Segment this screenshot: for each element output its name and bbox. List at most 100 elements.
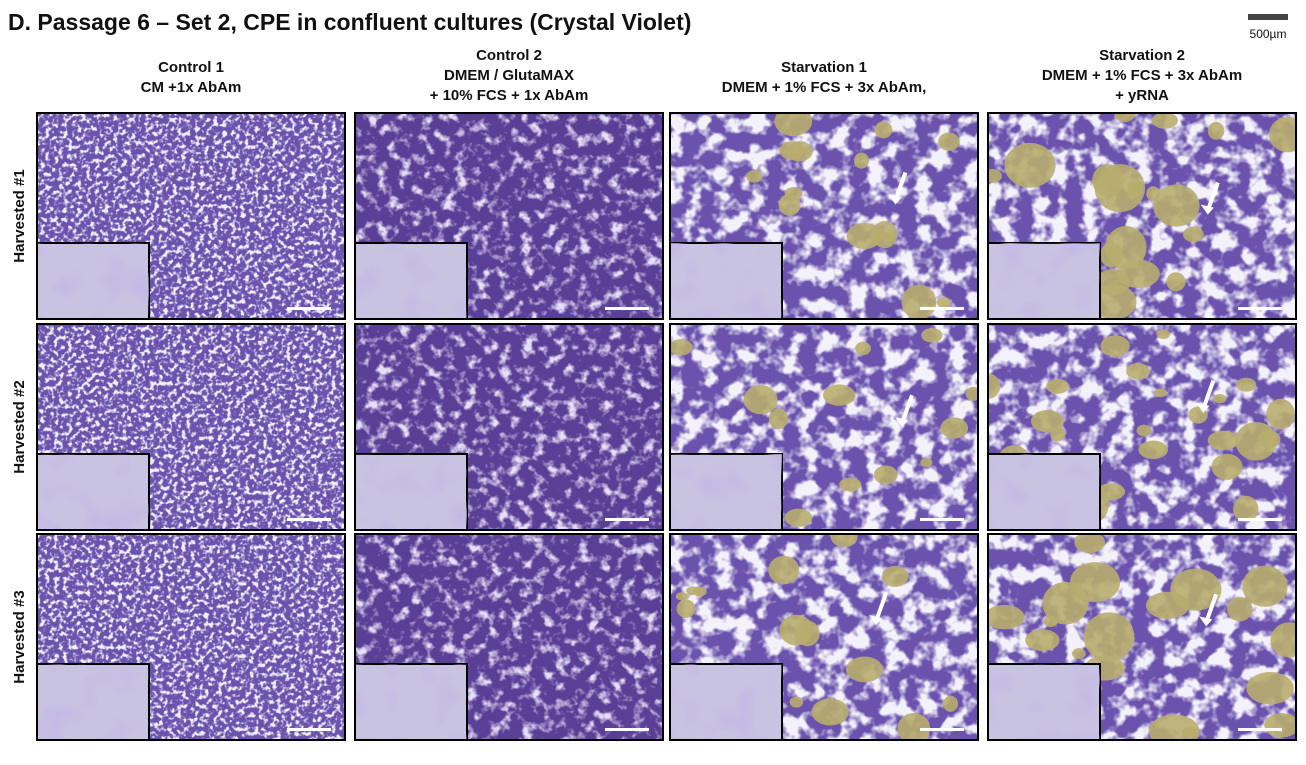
- plaque: [1264, 713, 1296, 738]
- plaque: [1114, 113, 1136, 123]
- micrograph: [354, 112, 664, 320]
- arrow-head: [869, 615, 883, 626]
- micrograph: [987, 323, 1297, 531]
- plaque: [1207, 430, 1240, 450]
- micrograph-content: [988, 113, 1296, 319]
- plaque: [693, 586, 707, 597]
- plaque: [921, 328, 943, 343]
- inset-texture: [988, 243, 1100, 319]
- arrow: [1205, 181, 1220, 212]
- panel-border: [987, 112, 1297, 320]
- scale-bar: [287, 518, 331, 521]
- micrograph: [669, 533, 979, 741]
- plaque: [1227, 596, 1253, 622]
- plaque: [874, 121, 893, 139]
- column-header: DMEM + 1% FCS + 3x AbAm: [1042, 67, 1242, 84]
- inset-texture: [37, 243, 149, 319]
- plaque: [839, 477, 862, 492]
- plaque: [1153, 184, 1200, 227]
- micrograph-content: [670, 113, 978, 319]
- plaque: [1266, 398, 1295, 430]
- arrow: [1201, 380, 1216, 410]
- column-header: DMEM + 1% FCS + 3x AbAm,: [722, 79, 927, 96]
- plaque: [1236, 377, 1257, 392]
- plaque: [1166, 272, 1186, 292]
- plaque: [786, 141, 813, 162]
- plaque: [901, 284, 937, 319]
- plaque: [1246, 671, 1294, 705]
- plaque: [1156, 329, 1171, 340]
- plaque: [1181, 727, 1198, 739]
- scale-bar: [920, 728, 964, 731]
- plaque: [778, 193, 801, 216]
- plaque: [774, 113, 813, 137]
- micrograph: [669, 112, 979, 320]
- panel-border: [354, 323, 664, 531]
- plaque: [823, 384, 856, 406]
- panel-border: [354, 533, 664, 741]
- inset-texture: [670, 664, 782, 740]
- plaque: [1105, 226, 1147, 269]
- plaque: [920, 457, 933, 467]
- panel-border: [987, 323, 1297, 531]
- arrow: [893, 171, 908, 202]
- plaque: [1083, 612, 1135, 662]
- plaque: [1211, 453, 1243, 480]
- plaque: [1100, 335, 1130, 357]
- plaque: [1242, 565, 1288, 607]
- plaque: [943, 695, 959, 712]
- plaque: [846, 656, 884, 683]
- scale-bar: [605, 728, 649, 731]
- inset-texture: [355, 664, 467, 740]
- micrograph-content: [37, 324, 345, 530]
- arrow-head: [888, 194, 902, 205]
- micrograph-content: [988, 534, 1296, 740]
- scale-bar: [1238, 728, 1282, 731]
- column-header: + 10% FCS + 1x AbAm: [430, 87, 589, 104]
- inset-texture: [37, 454, 149, 530]
- inset-texture: [355, 454, 467, 530]
- plaque: [1138, 440, 1169, 460]
- panel-border: [36, 323, 346, 531]
- plaque: [1072, 648, 1086, 660]
- inset-texture: [355, 243, 467, 319]
- panel-border: [36, 533, 346, 741]
- column-header: DMEM / GlutaMAX: [444, 67, 574, 84]
- row-label: Harvested #1: [11, 169, 28, 262]
- plaque: [1207, 121, 1225, 140]
- scale-bar: [605, 518, 649, 521]
- plaque: [1257, 430, 1281, 448]
- micrograph-content: [988, 324, 1296, 530]
- scale-bar: [1248, 14, 1288, 20]
- micrograph-content: [37, 534, 345, 740]
- inset-texture: [670, 243, 782, 319]
- plaque: [1042, 581, 1089, 625]
- micrograph: [36, 323, 346, 531]
- inset-texture: [988, 454, 1100, 530]
- plaque: [988, 373, 1001, 399]
- scale-bar: [287, 307, 331, 310]
- inset-texture: [37, 664, 149, 740]
- micrograph-content: [355, 324, 663, 530]
- arrow: [874, 592, 888, 622]
- micrograph: [987, 112, 1297, 320]
- plaque: [784, 508, 813, 527]
- column-header: Control 2: [476, 47, 542, 64]
- plaque: [1183, 226, 1204, 243]
- plaque: [830, 534, 858, 547]
- plaque: [1270, 622, 1296, 658]
- plaque: [1233, 495, 1259, 523]
- plaque: [1213, 394, 1227, 404]
- column-header: Control 1: [158, 59, 224, 76]
- scale-label: 500µm: [1250, 27, 1287, 41]
- arrow-head: [1199, 616, 1213, 627]
- micrograph: [36, 533, 346, 741]
- plaque: [1004, 142, 1056, 188]
- plaque: [1074, 534, 1106, 554]
- plaque: [743, 385, 778, 415]
- micrograph-content: [670, 324, 978, 530]
- plaque: [784, 187, 803, 200]
- inset-texture: [670, 454, 782, 530]
- micrograph: [354, 533, 664, 741]
